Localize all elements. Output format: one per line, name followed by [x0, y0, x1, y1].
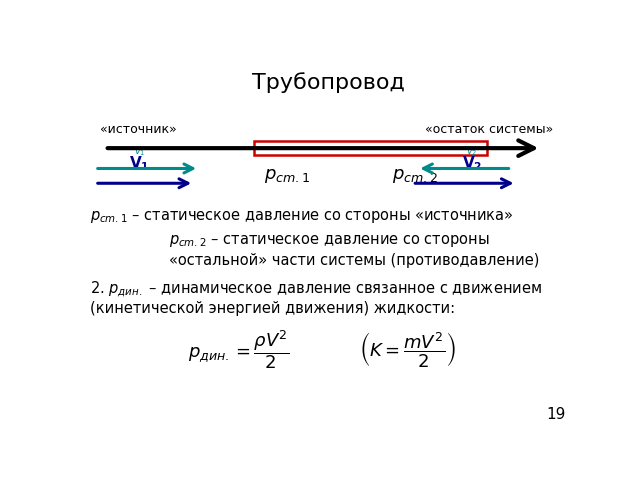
Text: $\mathbf{V_2}$: $\mathbf{V_2}$: [461, 154, 482, 173]
Bar: [253, 141, 486, 155]
Text: $p_{cm.1}$ – статическое давление со стороны «источника»: $p_{cm.1}$ – статическое давление со сто…: [90, 208, 513, 225]
Text: $\left( K = \dfrac{mV^2}{2} \right)$: $\left( K = \dfrac{mV^2}{2} \right)$: [359, 330, 456, 369]
Text: $p_{дин.} = \dfrac{\rho V^2}{2}$: $p_{дин.} = \dfrac{\rho V^2}{2}$: [188, 328, 289, 371]
Text: 2. $p_{дин.}$ – динамическое давление связанное с движением: 2. $p_{дин.}$ – динамическое давление св…: [90, 278, 542, 299]
Text: $v_2$: $v_2$: [466, 146, 477, 158]
Text: «источник»: «источник»: [100, 123, 177, 136]
Text: $v_1$: $v_1$: [134, 146, 145, 158]
Text: $p_{cm.2}$: $p_{cm.2}$: [392, 167, 438, 185]
Text: 19: 19: [547, 407, 566, 421]
Text: (кинетической энергией движения) жидкости:: (кинетической энергией движения) жидкост…: [90, 300, 455, 316]
Text: $\mathbf{V_1}$: $\mathbf{V_1}$: [129, 154, 150, 173]
Text: $p_{cm.2}$ – статическое давление со стороны: $p_{cm.2}$ – статическое давление со сто…: [169, 232, 490, 249]
Text: «остаток системы»: «остаток системы»: [426, 123, 554, 136]
Text: Трубопровод: Трубопровод: [252, 72, 404, 93]
Text: $p_{cm.1}$: $p_{cm.1}$: [264, 167, 310, 185]
Text: «остальной» части системы (противодавление): «остальной» части системы (противодавлен…: [169, 252, 540, 268]
